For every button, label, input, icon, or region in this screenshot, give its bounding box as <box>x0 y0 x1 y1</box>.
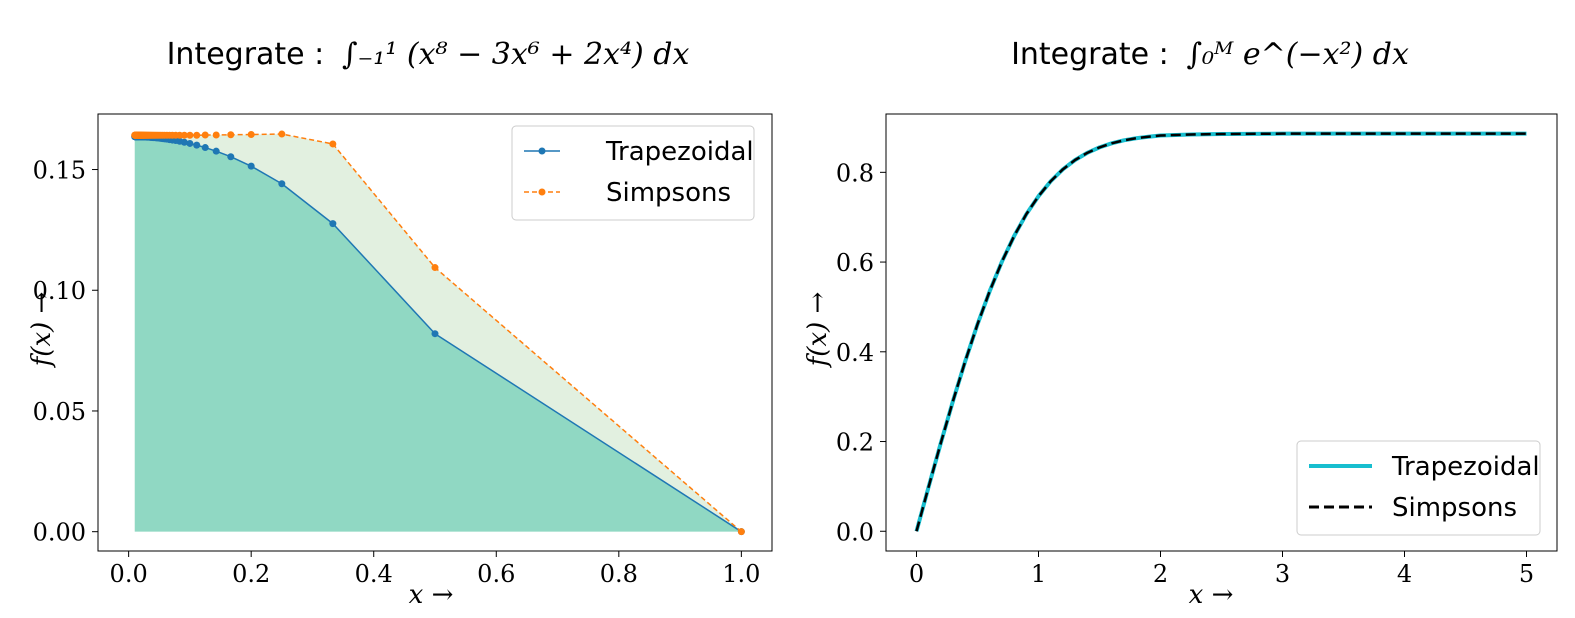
left-xtick-label: 0.6 <box>477 560 515 588</box>
right-axes-frame <box>885 113 1558 552</box>
right-xtick-label: 3 <box>1275 560 1290 588</box>
chart-left-ylabel: f(x) → <box>27 292 57 369</box>
left-xtick-label: 0.4 <box>355 560 393 588</box>
chart-left: Integrate : ∫₋₁¹ (x⁸ − 3x⁶ + 2x⁴) dx 0.0… <box>27 37 773 610</box>
left-series-trapezoidal-point <box>247 162 255 170</box>
right-xtick-label: 2 <box>1153 560 1168 588</box>
right-ytick-label: 0.0 <box>836 518 874 546</box>
left-series-simpsons-point <box>193 131 201 139</box>
left-series-trapezoidal-point <box>227 153 235 161</box>
right-ytick-label: 0.4 <box>836 339 874 367</box>
legend-left-trapezoidal-label: Trapezoidal <box>605 137 754 167</box>
left-series-trapezoidal-point <box>278 180 286 188</box>
right-ytick-label: 0.6 <box>836 249 874 277</box>
chart-right-xlabel: x → <box>1189 580 1234 610</box>
left-series-trapezoidal-point <box>431 330 439 338</box>
legend-right-simpsons-label: Simpsons <box>1392 493 1517 523</box>
left-series-simpsons-point <box>278 130 286 138</box>
right-ytick-label: 0.8 <box>836 159 874 187</box>
legend-left: Trapezoidal Simpsons <box>511 125 755 221</box>
left-ytick-label: 0.05 <box>33 398 86 426</box>
chart-right-ylabel: f(x) → <box>803 292 833 369</box>
legend-left-simpsons-marker <box>538 188 546 196</box>
left-xtick-label: 0.2 <box>232 560 270 588</box>
chart-left-xlabel: x → <box>409 580 454 610</box>
left-xtick-label: 0.8 <box>600 560 638 588</box>
right-xtick-label: 0 <box>909 560 924 588</box>
chart-left-title-prefix: Integrate : <box>167 37 325 72</box>
legend-right-trapezoidal-label: Trapezoidal <box>1391 452 1540 482</box>
left-ytick-label: 0.10 <box>33 277 86 305</box>
left-series-simpsons-point <box>247 131 255 139</box>
left-series-simpsons-point <box>737 528 745 536</box>
left-series-simpsons-point <box>227 131 235 139</box>
chart-right-title: Integrate : ∫₀ᴹ e^(−x²) dx <box>1011 37 1409 72</box>
left-xtick-label: 0.0 <box>110 560 148 588</box>
legend-right: Trapezoidal Simpsons <box>1296 440 1541 536</box>
left-series-simpsons-point <box>131 131 139 139</box>
right-xtick-label: 1 <box>1031 560 1046 588</box>
right-ytick-label: 0.2 <box>836 429 874 457</box>
left-series-simpsons-point <box>201 131 209 139</box>
right-xtick-label: 5 <box>1519 560 1534 588</box>
right-xtick-label: 4 <box>1397 560 1412 588</box>
legend-left-frame <box>511 125 755 221</box>
plot-area-left: 0.0 0.2 0.4 0.6 0.8 1.0 0.00 0.05 0.10 0.15 <box>33 113 773 588</box>
left-trapezoidal-fill <box>134 136 742 532</box>
left-series-trapezoidal-point <box>329 220 337 228</box>
left-xtick-label: 1.0 <box>722 560 760 588</box>
right-series-simpsons-line <box>915 132 1527 532</box>
left-series-simpsons-point <box>431 264 439 272</box>
left-ytick-label: 0.15 <box>33 157 86 185</box>
chart-right-title-prefix: Integrate : <box>1011 37 1169 72</box>
left-series-trapezoidal-point <box>186 139 194 147</box>
legend-left-simpsons-label: Simpsons <box>606 178 731 208</box>
left-series-simpsons-point <box>212 131 220 139</box>
left-series-trapezoidal-point <box>193 141 201 149</box>
chart-left-title-formula: ∫₋₁¹ (x⁸ − 3x⁶ + 2x⁴) dx <box>342 37 690 72</box>
chart-right-title-formula: ∫₀ᴹ e^(−x²) dx <box>1186 37 1409 72</box>
chart-left-title: Integrate : ∫₋₁¹ (x⁸ − 3x⁶ + 2x⁴) dx <box>167 37 690 72</box>
legend-left-trapezoidal-marker <box>538 147 546 155</box>
left-ytick-label: 0.00 <box>33 519 86 547</box>
left-series-trapezoidal-point <box>201 144 209 152</box>
left-series-simpsons-point <box>329 140 337 148</box>
plot-area-right: 0 1 2 3 4 5 0.0 0.2 0.4 0.6 0.8 <box>836 113 1558 588</box>
left-axes-frame <box>97 113 773 552</box>
left-series-simpsons-point <box>186 131 194 139</box>
chart-right: Integrate : ∫₀ᴹ e^(−x²) dx 0 1 2 3 4 50.00.20… <box>803 37 1558 610</box>
left-series-trapezoidal-point <box>212 147 220 155</box>
